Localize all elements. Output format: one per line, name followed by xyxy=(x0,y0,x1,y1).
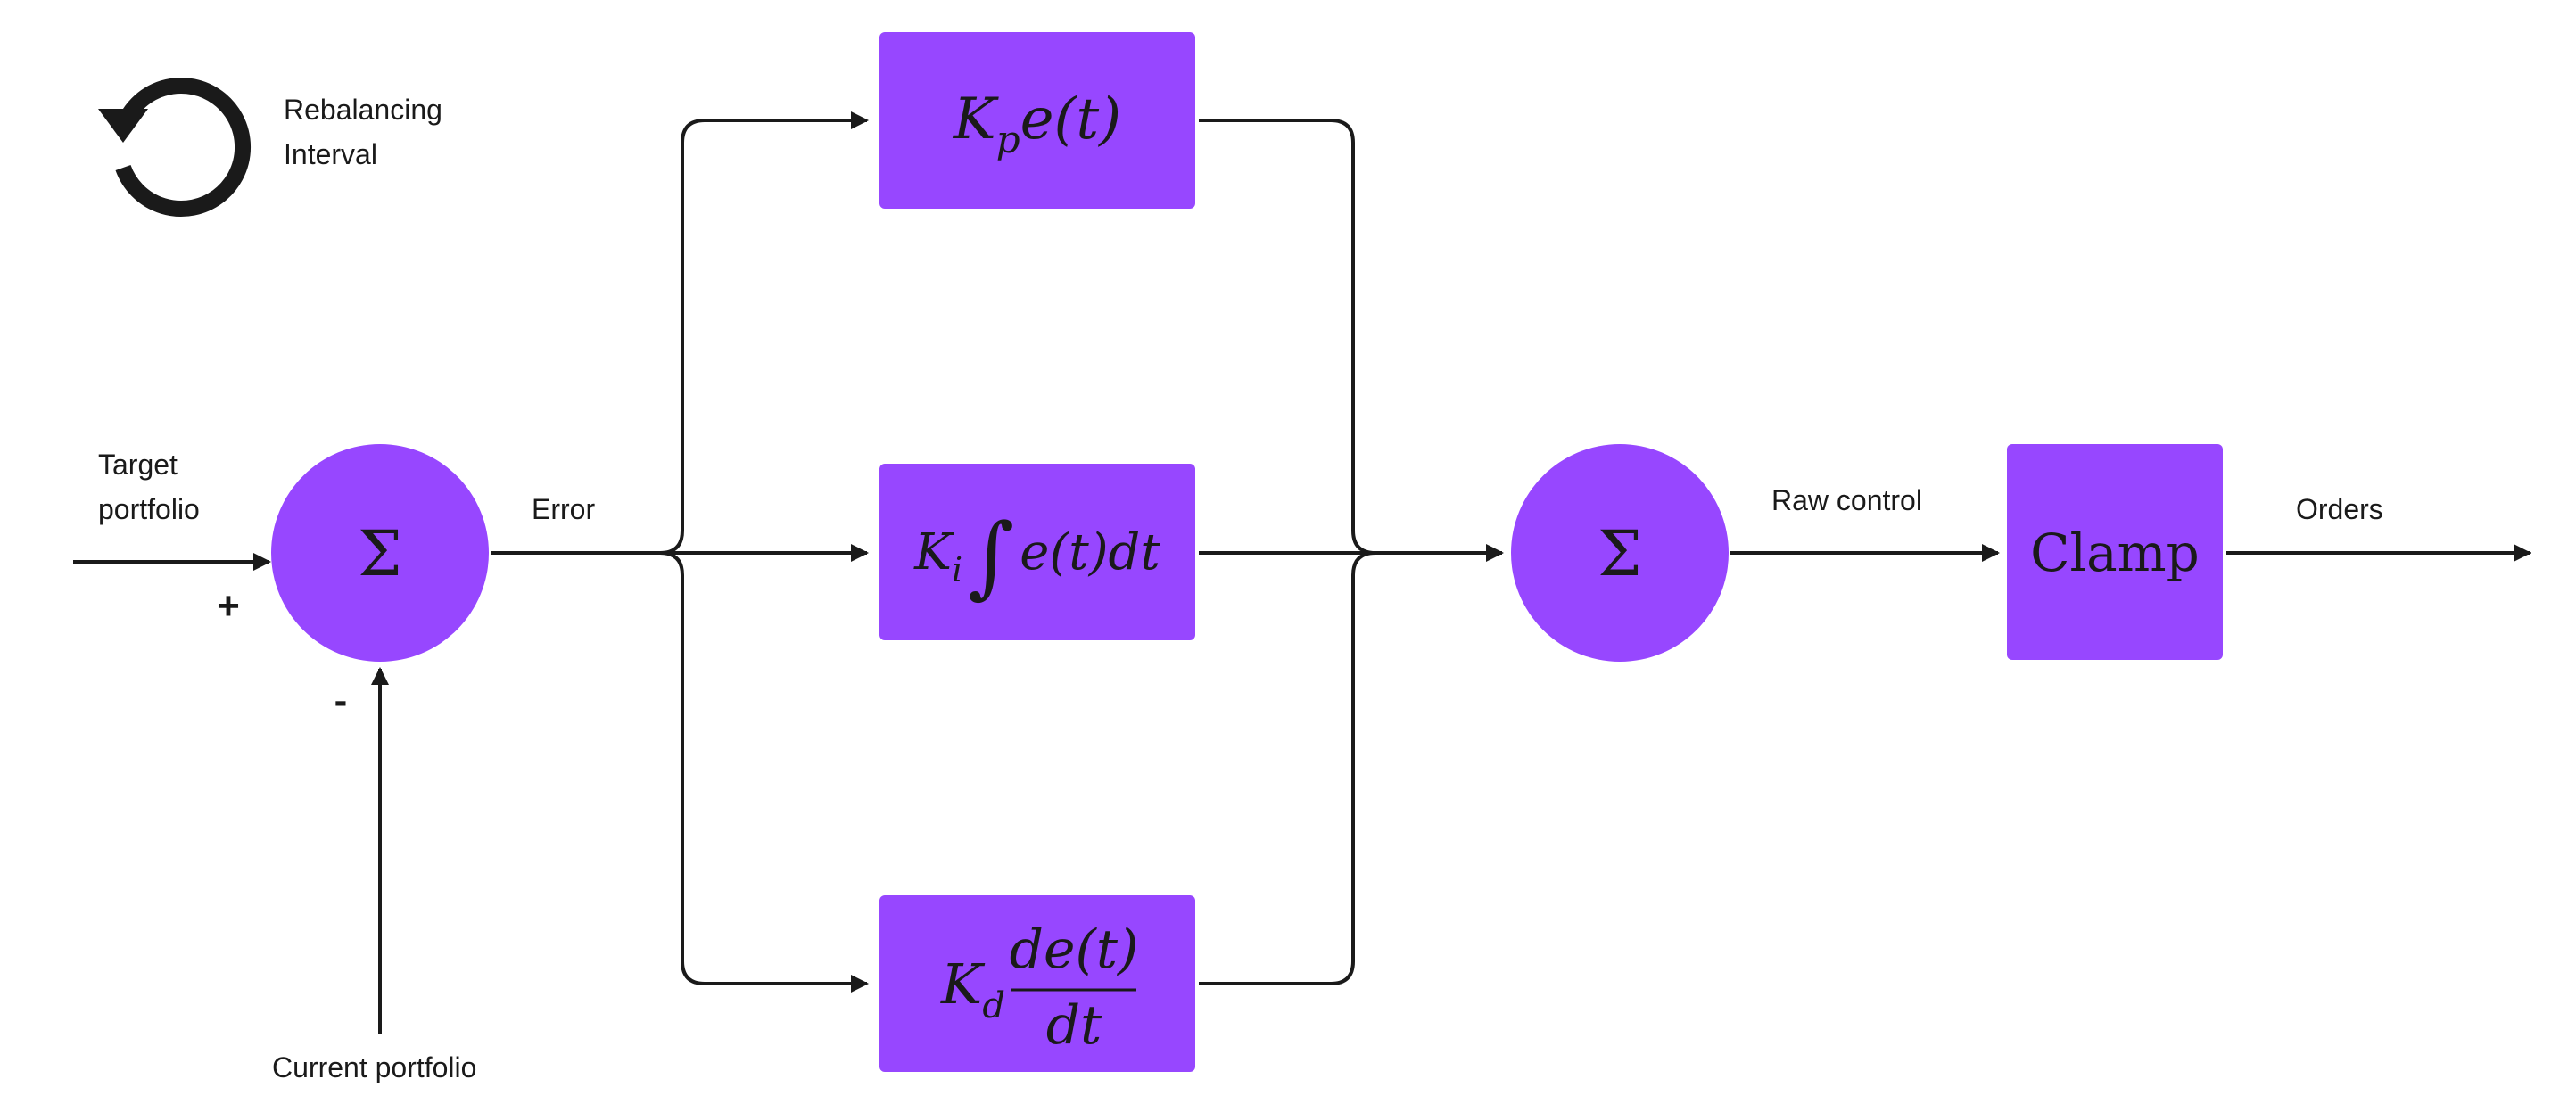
error-label: Error xyxy=(532,493,595,525)
derivative-numerator: de(t) xyxy=(1010,919,1139,981)
derivative-denominator: dt xyxy=(1046,994,1102,1057)
derivative-to-sum-path xyxy=(1199,551,1376,985)
derivative-block xyxy=(879,895,1195,1072)
legend-label-line2: Interval xyxy=(284,138,377,170)
clamp-block xyxy=(2007,444,2223,660)
integral-block xyxy=(879,464,1195,640)
raw-control-label: Raw control xyxy=(1771,484,1922,516)
minus-sign: - xyxy=(334,679,348,722)
proportional-to-sum-path xyxy=(1199,119,1376,555)
proportional-block xyxy=(879,32,1195,209)
error-summing-junction xyxy=(271,444,489,662)
clamp-label: Clamp xyxy=(2030,523,2200,583)
orders-label: Orders xyxy=(2296,493,2383,525)
proportional-term: Kpe(t) xyxy=(953,87,1121,161)
error-summing-symbol: Σ xyxy=(358,517,402,590)
error-to-derivative-arrow xyxy=(659,551,869,993)
control-summing-junction xyxy=(1511,444,1729,662)
legend-label-line1: Rebalancing xyxy=(284,94,442,126)
error-to-proportional-arrow xyxy=(491,111,869,555)
refresh-icon xyxy=(98,78,252,217)
derivative-gain: Kd xyxy=(940,952,1005,1026)
target-portfolio-label-line1: Target xyxy=(98,449,178,481)
plus-sign: + xyxy=(217,584,240,628)
target-portfolio-label-line2: portfolio xyxy=(98,493,200,525)
integral-term: Ki∫ e(t)dt xyxy=(913,504,1160,608)
current-portfolio-label: Current portfolio xyxy=(272,1051,476,1083)
control-summing-symbol: Σ xyxy=(1598,517,1642,590)
